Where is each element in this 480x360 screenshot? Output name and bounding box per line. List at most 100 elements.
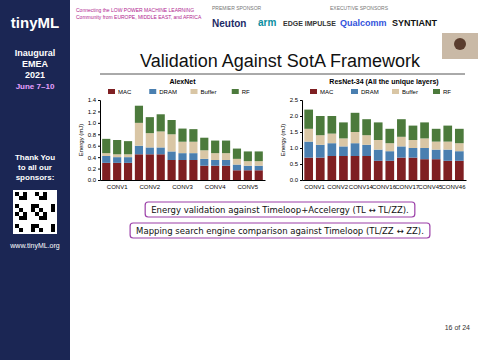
- bar-segment: [135, 123, 143, 146]
- bar-segment: [222, 141, 230, 154]
- sponsor: Qualcomm: [340, 18, 387, 28]
- bar-segment: [455, 143, 464, 151]
- bar-segment: [374, 161, 383, 180]
- qr-code: [13, 190, 57, 234]
- bar-segment: [113, 140, 121, 154]
- bar-segment: [233, 165, 241, 171]
- y-tick: 0.6: [88, 143, 100, 149]
- bar-segment: [189, 129, 197, 142]
- chart-title: ResNet-34 (All the unique layers): [329, 78, 438, 86]
- tick-label: CONV1: [304, 184, 325, 190]
- tick-label: CONV3: [172, 184, 193, 190]
- bar-segment: [200, 138, 208, 151]
- bar-segment: [178, 160, 186, 180]
- y-tick: 1.4: [88, 97, 100, 103]
- bar-segment: [327, 156, 336, 180]
- bar-segment: [124, 154, 132, 157]
- axis-title: Energy (mJ): [78, 124, 84, 157]
- legend-swatch: [149, 89, 156, 94]
- tick-mark: [98, 134, 100, 135]
- legend-label: MAC: [320, 89, 334, 95]
- bar-segment: [455, 151, 464, 161]
- legend-swatch: [433, 89, 440, 94]
- bar-segment: [146, 117, 154, 133]
- sponsor-label: PREMIER SPONSOR: [212, 5, 262, 11]
- bar-segment: [211, 160, 219, 166]
- bar-segment: [113, 163, 121, 180]
- bar-segment: [124, 141, 132, 154]
- y-tick: 2.0: [290, 113, 302, 119]
- bar-segment: [233, 149, 241, 159]
- bar-segment: [443, 142, 452, 150]
- tick-label: 2.5: [290, 97, 299, 103]
- page-number: 16 of 24: [445, 324, 470, 331]
- bar-segment: [409, 148, 418, 158]
- bar-segment: [244, 170, 252, 180]
- bar-segment: [385, 151, 394, 161]
- bar-segment: [211, 141, 219, 154]
- sponsor: SYNTIANT: [392, 18, 438, 28]
- sponsor-label: EXECUTIVE SPONSORS: [330, 5, 389, 11]
- tick-label: 1.5: [290, 129, 299, 135]
- sponsor: EDGE IMPULSE: [283, 20, 336, 27]
- sponsor: Neuton: [212, 18, 246, 29]
- y-tick: 1.0: [88, 120, 100, 126]
- bar-segment: [113, 157, 121, 163]
- bar-segment: [409, 140, 418, 148]
- bar-segment: [397, 146, 406, 157]
- legend-label: Buffer: [402, 89, 418, 95]
- thanks-text: sponsors:: [16, 173, 55, 182]
- y-axis: 0.00.20.40.60.81.01.21.4: [88, 97, 101, 183]
- tick-label: CONV4: [205, 184, 226, 190]
- tick-mark: [98, 169, 100, 170]
- x-tick: CONV17: [395, 184, 420, 190]
- legend-label: RF: [443, 89, 451, 95]
- bar-segment: [146, 133, 154, 147]
- bar-segment: [443, 161, 452, 180]
- bar-segment: [397, 137, 406, 147]
- bar-segment: [113, 154, 121, 157]
- tick-label: CONV5: [238, 184, 259, 190]
- event-text: Inaugural: [15, 48, 56, 58]
- y-tick: 1.2: [88, 109, 100, 115]
- slide: tinyMLInauguralEMEA2021June 7–10Thank Yo…: [0, 0, 480, 360]
- tick-label: CONV17: [395, 184, 420, 190]
- bar-segment: [420, 122, 429, 138]
- bar-segment: [374, 150, 383, 161]
- bar-segment: [455, 129, 464, 143]
- y-axis: 0.00.51.01.52.02.5: [290, 97, 303, 183]
- tick-label: CONV46: [442, 184, 467, 190]
- bar-segment: [409, 158, 418, 180]
- bar-segment: [397, 158, 406, 180]
- bar-segment: [157, 114, 165, 131]
- thanks-text: to all our: [18, 163, 52, 172]
- bar-segment: [351, 156, 360, 180]
- bar-segment: [420, 148, 429, 159]
- legend-label: DRAM: [159, 89, 177, 95]
- tick-label: CONV1: [107, 184, 128, 190]
- tick-mark: [300, 100, 302, 101]
- bar-segment: [157, 131, 165, 147]
- tick-label: 0.5: [290, 161, 299, 167]
- axis-line: [101, 180, 266, 181]
- bar-segment: [146, 154, 154, 180]
- legend-swatch: [310, 89, 317, 94]
- sponsor: arm: [258, 17, 276, 28]
- tick-label: CONV14: [349, 184, 374, 190]
- bar-segment: [102, 153, 110, 156]
- tick-label: 1.0: [88, 120, 97, 126]
- bar-segment: [135, 146, 143, 155]
- tick-mark: [98, 123, 100, 124]
- bar-segment: [189, 160, 197, 180]
- event-text: June 7–10: [16, 82, 55, 91]
- thanks-text: Thank You: [15, 153, 55, 162]
- bar-segment: [255, 166, 263, 171]
- bar-segment: [327, 116, 336, 134]
- tick-label: 1.0: [290, 145, 299, 151]
- legend: MACDRAMBufferRF: [108, 89, 250, 95]
- event-text: 2021: [25, 70, 45, 80]
- tick-label: CONV2: [327, 184, 348, 190]
- tick-mark: [98, 157, 100, 158]
- legend-swatch: [108, 89, 115, 94]
- chart: 0.00.51.01.52.02.5CONV1CONV2CONV14CONV16…: [280, 78, 467, 190]
